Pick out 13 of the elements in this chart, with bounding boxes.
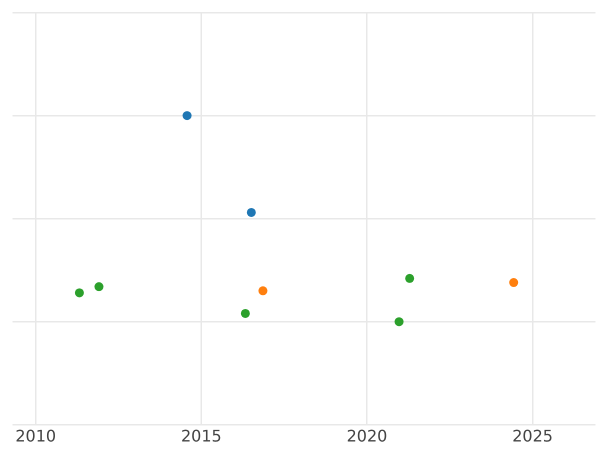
point — [509, 278, 518, 288]
point — [74, 288, 84, 298]
x-tick-label: 2010 — [15, 426, 56, 446]
point — [182, 111, 192, 120]
point — [94, 282, 104, 292]
x-tick-label: 2020 — [346, 426, 388, 446]
point — [394, 317, 404, 326]
point — [405, 274, 414, 283]
x-tick-label: 2025 — [512, 426, 553, 446]
point — [258, 286, 268, 296]
point — [240, 308, 250, 318]
x-tick-label: 2015 — [180, 426, 222, 446]
point — [246, 208, 256, 217]
